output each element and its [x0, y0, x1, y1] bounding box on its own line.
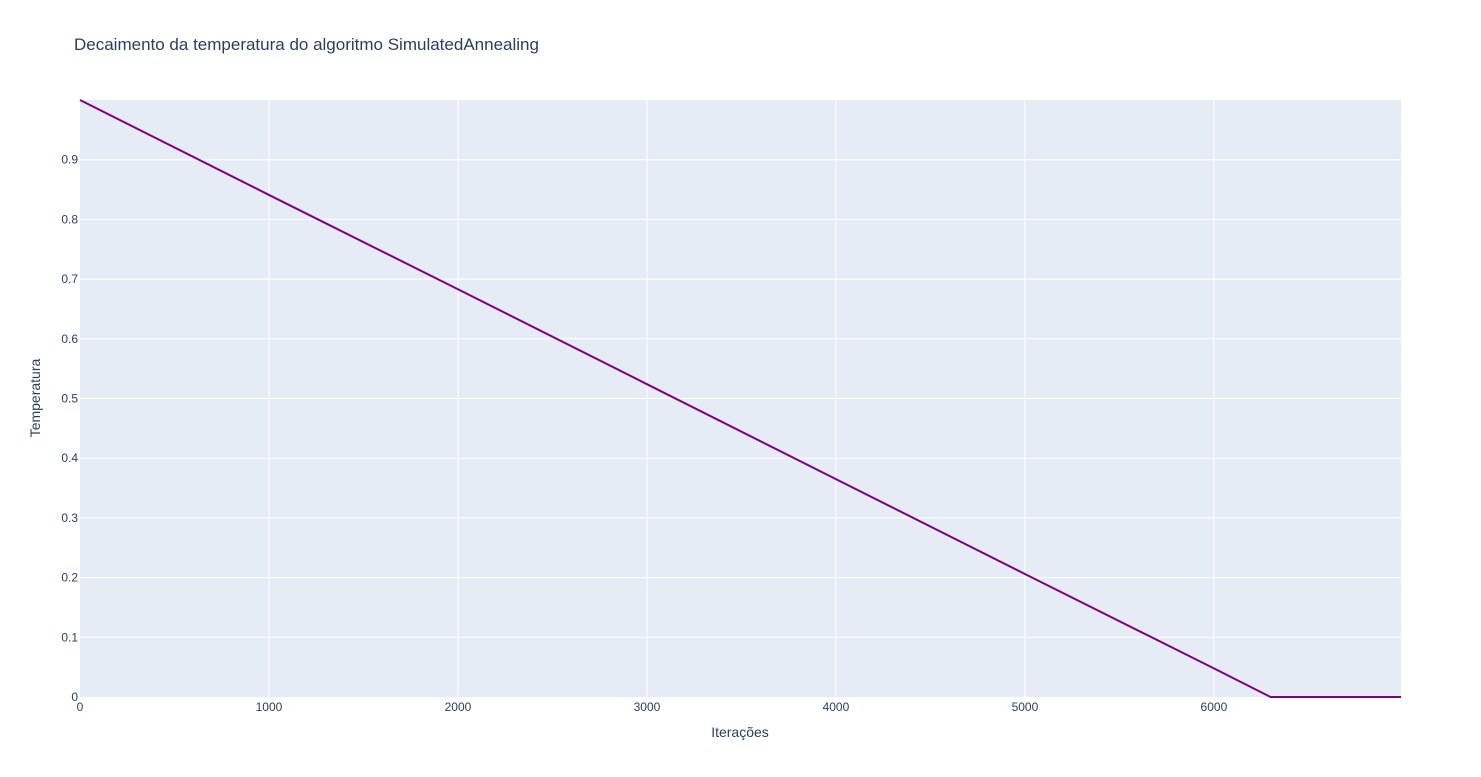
y-axis-title: Temperatura: [27, 358, 43, 437]
y-tick-label: 0.1: [61, 630, 78, 644]
y-tick-label: 0.9: [61, 153, 78, 167]
y-tick-label: 0: [71, 690, 78, 704]
x-tick-label: 0: [77, 700, 84, 714]
y-tick-label: 0.4: [61, 451, 78, 465]
y-gridlines: [80, 159, 1401, 638]
x-tick-label: 3000: [634, 700, 661, 714]
y-tick-label: 0.8: [61, 212, 78, 226]
x-axis-title: Iterações: [711, 724, 769, 740]
x-axis-ticks: 0 1000 2000 3000 4000 5000 6000: [77, 700, 1228, 714]
x-tick-label: 2000: [445, 700, 472, 714]
series-layer: [79, 99, 1401, 698]
y-tick-label: 0.5: [61, 392, 78, 406]
y-axis-ticks: 0 0.1 0.2 0.3 0.4 0.5 0.6 0.7 0.8 0.9: [61, 153, 78, 704]
x-tick-label: 5000: [1012, 700, 1039, 714]
x-tick-label: 4000: [823, 700, 850, 714]
y-tick-label: 0.6: [61, 332, 78, 346]
chart-title: Decaimento da temperatura do algoritmo S…: [74, 35, 539, 54]
x-tick-label: 6000: [1201, 700, 1228, 714]
series-line: [79, 99, 1401, 698]
y-tick-label: 0.3: [61, 511, 78, 525]
y-tick-label: 0.7: [61, 272, 78, 286]
x-tick-label: 1000: [256, 700, 283, 714]
y-tick-label: 0.2: [61, 571, 78, 585]
